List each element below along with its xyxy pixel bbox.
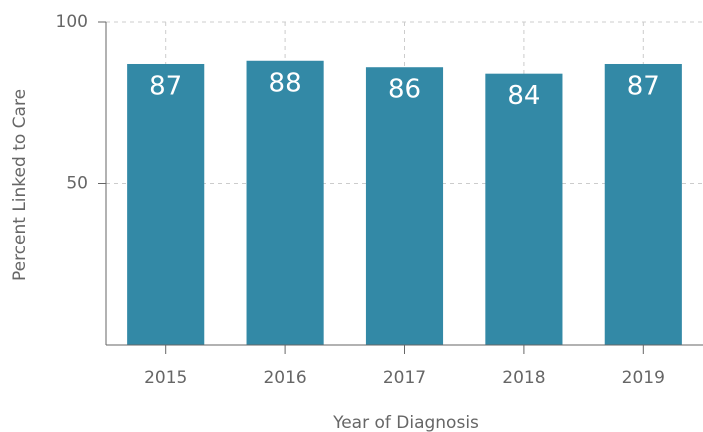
x-tick-label: 2019 (622, 368, 665, 388)
x-axis-title: Year of Diagnosis (332, 413, 479, 432)
data-label: 87 (627, 71, 660, 101)
bar (127, 63, 205, 346)
data-label: 86 (388, 75, 421, 105)
y-tick-label: 50 (66, 174, 88, 194)
data-label: 87 (149, 71, 182, 101)
y-tick-label: 100 (56, 12, 88, 32)
bar (365, 67, 444, 345)
data-label: 88 (269, 68, 302, 98)
bar (485, 73, 563, 346)
x-tick-label: 2015 (144, 368, 187, 388)
bar (604, 63, 682, 346)
x-tick-label: 2018 (502, 368, 545, 388)
bar (246, 60, 324, 345)
y-axis-title: Percent Linked to Care (10, 89, 30, 281)
x-tick-label: 2016 (263, 368, 306, 388)
data-label: 84 (507, 81, 540, 111)
x-tick-label: 2017 (383, 368, 426, 388)
